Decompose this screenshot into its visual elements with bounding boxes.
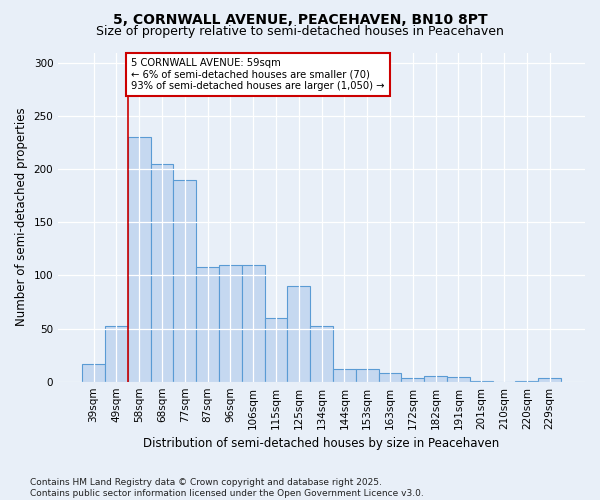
Bar [470, 380, 493, 382]
Y-axis label: Number of semi-detached properties: Number of semi-detached properties [15, 108, 28, 326]
Bar [173, 180, 196, 382]
Text: 5, CORNWALL AVENUE, PEACEHAVEN, BN10 8PT: 5, CORNWALL AVENUE, PEACEHAVEN, BN10 8PT [113, 12, 487, 26]
Bar [151, 164, 173, 382]
Text: 5 CORNWALL AVENUE: 59sqm
← 6% of semi-detached houses are smaller (70)
93% of se: 5 CORNWALL AVENUE: 59sqm ← 6% of semi-de… [131, 58, 385, 91]
Bar [219, 265, 242, 382]
Bar [196, 267, 219, 382]
Text: Size of property relative to semi-detached houses in Peacehaven: Size of property relative to semi-detach… [96, 25, 504, 38]
Bar [265, 318, 287, 382]
Bar [538, 378, 561, 382]
Bar [401, 378, 424, 382]
Bar [128, 138, 151, 382]
Bar [82, 364, 105, 382]
Bar [379, 373, 401, 382]
X-axis label: Distribution of semi-detached houses by size in Peacehaven: Distribution of semi-detached houses by … [143, 437, 500, 450]
Bar [447, 378, 470, 382]
Bar [424, 376, 447, 382]
Bar [310, 326, 333, 382]
Bar [242, 265, 265, 382]
Bar [105, 326, 128, 382]
Bar [333, 369, 356, 382]
Bar [515, 380, 538, 382]
Text: Contains HM Land Registry data © Crown copyright and database right 2025.
Contai: Contains HM Land Registry data © Crown c… [30, 478, 424, 498]
Bar [356, 369, 379, 382]
Bar [287, 286, 310, 382]
